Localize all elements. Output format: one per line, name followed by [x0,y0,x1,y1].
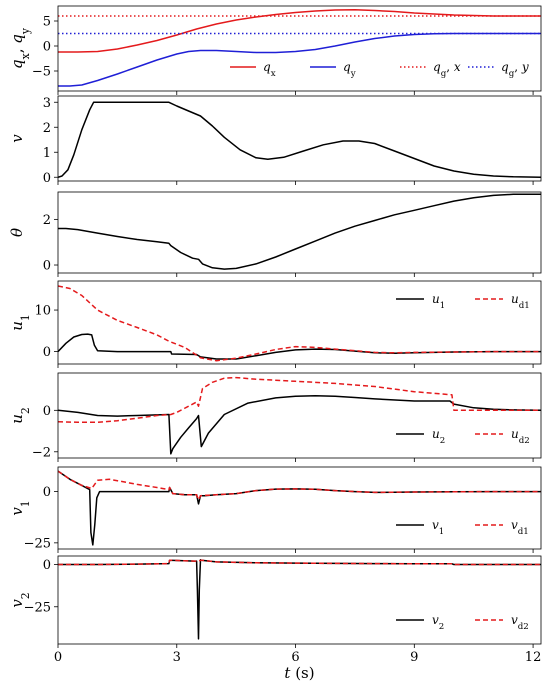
legend-label: qy [343,60,356,79]
legend-label: u1 [432,292,445,311]
legend-label: vd2 [511,613,529,632]
panel-frame [57,95,542,182]
series-line-v-1 [58,470,541,546]
legend: v2 vd2 [396,613,529,632]
series-line-v-d1 [58,470,541,501]
series-group [58,285,541,362]
panel-frame [57,5,542,92]
panel-frame [57,466,542,550]
y-tick-label: 2 [43,213,51,228]
legend-label: v2 [432,613,444,632]
legend: v1 vd1 [396,518,529,537]
y-tick-label: 2 [43,121,51,136]
y-axis-label: v2 [8,592,32,607]
panel-1: −5 0 5 qx, qy qx qy qg, x qg, y [8,5,542,95]
legend-label: qg, y [501,60,529,79]
y-axis-label: v [8,134,26,143]
series-line-p2 [58,101,541,179]
series-group [58,9,541,87]
legend-label: qx [263,60,276,79]
series-group [58,376,541,455]
legend: qx qy qg, x qg, y [230,60,529,79]
y-axis-label: u1 [8,314,32,331]
panel-frame [57,372,542,459]
x-axis-label: t (s) [284,664,314,682]
series-group [58,101,541,179]
y-tick-label: 0 [43,404,51,419]
legend-label: vd1 [511,518,529,537]
y-axis-label: v1 [8,500,32,515]
panel-3: 0 2 θ [8,191,542,277]
series-line-v-2 [58,558,541,640]
y-tick-label: −2 [32,445,51,460]
panel-frame [57,280,542,365]
series-line-u-2 [58,395,541,455]
y-axis-label: qx, qy [8,27,32,69]
legend-label: v1 [432,518,444,537]
y-tick-label: 5 [43,15,51,30]
legend-label: qg, x [433,60,461,79]
panel-5: −2 0 u2 u2 ud2 [8,372,542,462]
legend-label: ud1 [511,292,530,311]
y-tick-label: −25 [24,600,51,615]
y-axis-label: θ [8,228,26,237]
panel-frame [57,191,542,274]
x-tick-label: 12 [525,650,542,665]
y-tick-label: 0 [43,171,51,186]
x-tick-label: 9 [410,650,418,665]
y-tick-label: 0 [43,259,51,274]
legend-label: u2 [432,427,445,446]
series-group [58,470,541,546]
panel-frame [57,555,542,645]
y-tick-label: 3 [43,96,51,111]
legend: u2 ud2 [396,427,530,446]
series-line-p3 [58,193,541,270]
y-tick-label: 10 [34,304,51,319]
y-tick-label: −25 [24,536,51,551]
panel-2: 0 1 2 3 v [8,95,542,186]
x-tick-label: 6 [291,650,299,665]
series-line-u-d1 [58,285,541,362]
series-group [58,193,541,270]
y-axis-label: u2 [8,407,32,424]
series-line-q-y [58,32,541,87]
series-line-q-x [58,9,541,53]
y-tick-label: 1 [43,146,51,161]
x-tick-label: 3 [173,650,181,665]
y-tick-label: 0 [43,345,51,360]
panel-7: −25 0 v2 v2 vd2 [8,555,542,648]
legend: u1 ud1 [396,292,530,311]
y-tick-label: 0 [43,485,51,500]
y-tick-label: −5 [32,65,51,80]
legend-label: ud2 [511,427,530,446]
y-tick-label: 0 [43,558,51,573]
series-group [58,558,541,640]
x-tick-label: 0 [54,650,62,665]
y-tick-label: 0 [43,40,51,55]
panel-6: −25 0 v1 v1 vd1 [8,466,542,553]
series-line-u-d2 [58,376,541,424]
series-line-u-1 [58,333,541,360]
series-line-v-d2 [58,559,541,566]
